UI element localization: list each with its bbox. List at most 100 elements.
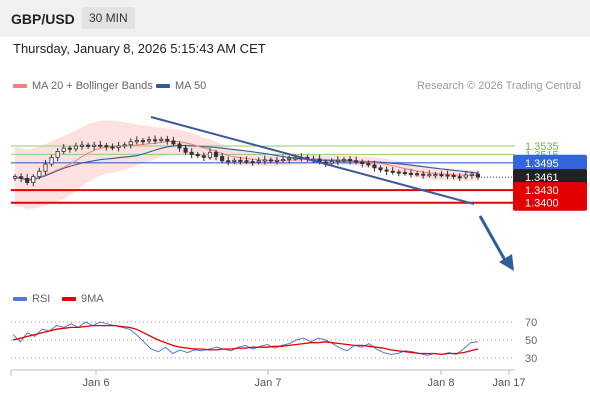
candle-body <box>195 153 200 157</box>
pivot-label-bg <box>513 154 587 171</box>
candle-body <box>79 144 85 147</box>
symbol-title: GBP/USD <box>11 11 75 27</box>
rsi-tick-70: 70 <box>525 317 537 329</box>
candle-body <box>146 139 152 142</box>
trendline <box>150 116 475 205</box>
candle-body <box>104 145 109 148</box>
candle-body <box>171 140 176 145</box>
candle-body <box>256 160 261 163</box>
legend-ma50: MA 50 <box>156 80 206 92</box>
candle-body <box>433 174 438 177</box>
candle-body <box>226 160 231 163</box>
candle-body <box>19 176 24 179</box>
legend-rsi-ma: 9MA <box>62 293 104 305</box>
candle-body <box>329 161 334 164</box>
candle-body <box>274 159 280 162</box>
candle-body <box>86 144 91 147</box>
candle-body <box>61 147 66 152</box>
candle-body <box>49 156 54 165</box>
candle-body <box>43 163 48 172</box>
candle-body <box>439 174 444 177</box>
x-tick-jan-8: Jan 8 <box>428 377 455 389</box>
candle-body <box>128 141 133 146</box>
ma20-swatch-icon <box>13 84 27 89</box>
legend-rsi-ma-label: 9MA <box>81 293 104 305</box>
x-tick-jan-7: Jan 7 <box>255 377 282 389</box>
forecast-arrow-shaft <box>478 215 508 263</box>
candle-body <box>110 146 115 149</box>
candle-body <box>341 159 347 162</box>
current-price-label: 1.3461 <box>525 172 559 184</box>
candle-body <box>335 159 340 162</box>
rsi-tick-30: 30 <box>525 353 537 365</box>
timeframe-button[interactable]: 30 MIN <box>82 7 135 29</box>
candle-body <box>280 159 286 162</box>
legend-rsi-label: RSI <box>32 293 51 305</box>
candle-body <box>67 147 72 150</box>
candle-body <box>262 159 267 162</box>
candle-body <box>244 160 249 163</box>
candle-body <box>268 159 273 162</box>
candle-body <box>25 177 30 183</box>
timestamp: Thursday, January 8, 2026 5:15:43 AM CET <box>13 41 266 56</box>
candle-body <box>402 172 407 175</box>
support-1-label: 1.3430 <box>525 185 559 197</box>
candle-body <box>116 145 121 149</box>
candle-body <box>232 159 237 162</box>
candle-body <box>250 161 255 164</box>
x-tick-jan-6: Jan 6 <box>83 377 110 389</box>
ma50-swatch-icon <box>156 84 170 89</box>
candle-body <box>213 151 219 157</box>
rsi-ma-swatch-icon <box>62 297 76 302</box>
candle-body <box>31 176 36 183</box>
candle-body <box>238 159 243 162</box>
candle-body <box>134 140 139 143</box>
candle-body <box>408 172 414 175</box>
candle-body <box>55 151 60 158</box>
candle-body <box>98 144 103 147</box>
ma50-line <box>14 144 479 181</box>
candle-body <box>177 143 182 149</box>
candle-body <box>153 139 158 142</box>
rsi-tick-50: 50 <box>525 335 537 347</box>
candle-body <box>445 174 450 177</box>
candle-body <box>189 151 194 155</box>
candle-body <box>354 160 359 163</box>
candle-body <box>287 157 292 160</box>
support-2-label: 1.3400 <box>525 198 559 210</box>
candle-body <box>92 144 97 147</box>
candle-body <box>165 138 170 142</box>
candle-body <box>73 145 78 150</box>
candle-body <box>451 174 456 178</box>
candle-body <box>396 171 401 174</box>
candle-body <box>463 174 468 178</box>
candle-body <box>372 164 377 169</box>
pivot-label: 1.3495 <box>525 158 559 170</box>
rsi-swatch-icon <box>13 297 27 302</box>
candle-body <box>183 147 188 153</box>
legend-ma20-label: MA 20 + Bollinger Bands <box>32 80 153 92</box>
rsi-ma-line <box>12 324 479 356</box>
candle-body <box>201 155 206 158</box>
candle-body <box>37 170 42 178</box>
candle-body <box>421 173 426 176</box>
rsi-line <box>12 321 479 356</box>
candle-body <box>293 157 298 160</box>
candle-body <box>415 173 420 176</box>
candle-body <box>427 174 432 177</box>
support-2-label-bg <box>513 194 587 211</box>
candle-body <box>207 151 213 158</box>
x-tick-jan-17: Jan 17 <box>492 377 525 389</box>
resistance-2-label: 1.3535 <box>525 141 559 153</box>
candle-body <box>475 173 481 178</box>
credit-text: Research © 2026 Trading Central <box>416 80 581 92</box>
legend-rsi: RSI <box>13 293 50 305</box>
forecast-arrow-head <box>499 254 514 271</box>
candle-body <box>366 163 371 166</box>
candle-body <box>384 169 389 172</box>
current-price-label-bg <box>513 169 587 186</box>
support-1-label-bg <box>513 182 587 199</box>
legend-ma50-label: MA 50 <box>175 80 207 92</box>
candle-body <box>378 167 383 171</box>
